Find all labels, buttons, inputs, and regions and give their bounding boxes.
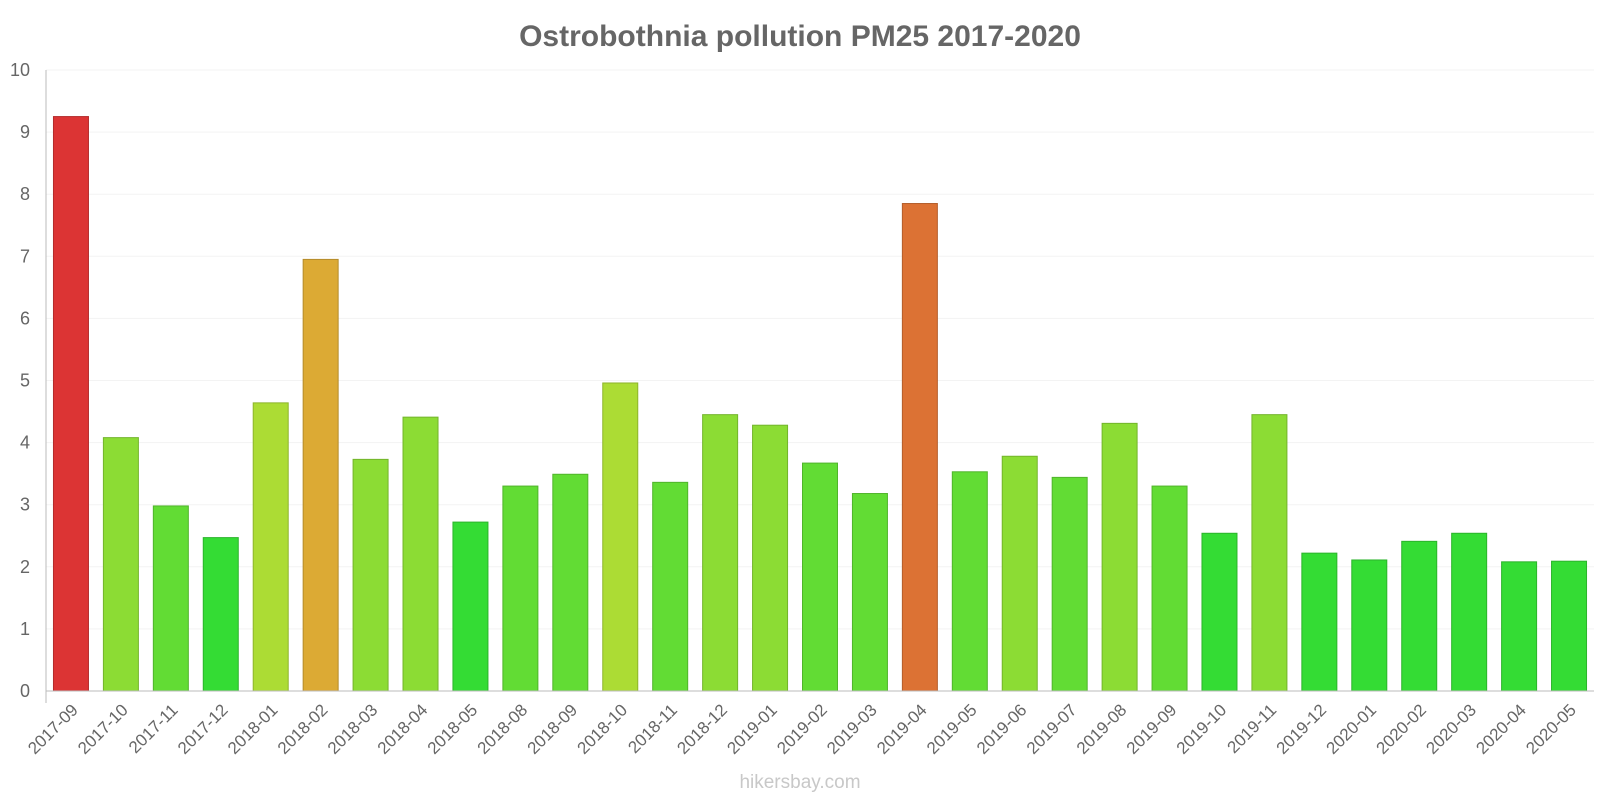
y-tick-label: 2 (20, 557, 30, 577)
bar-2019-02[interactable] (802, 462, 838, 692)
bar-2020-01[interactable] (1351, 559, 1388, 692)
bar-2017-09[interactable] (52, 116, 89, 692)
bar-2018-12[interactable] (702, 414, 739, 692)
bar-2018-09[interactable] (552, 473, 589, 692)
source-watermark: hikersbay.com (739, 772, 860, 793)
bar-2018-08[interactable] (502, 485, 539, 692)
x-tick-label: 2019-07 (1023, 700, 1081, 758)
x-tick-label: 2019-09 (1123, 700, 1181, 758)
x-axis-ticks: 2017-092017-102017-112017-122018-012018-… (24, 700, 1580, 758)
y-axis-ticks: 0 1 2 3 4 5 6 7 8 9 10 (10, 60, 30, 701)
y-tick-label: 9 (20, 122, 30, 142)
y-tick-label: 1 (20, 619, 30, 639)
x-tick-label: 2017-12 (174, 700, 232, 758)
y-tick-label: 0 (20, 681, 30, 701)
x-tick-label: 2019-05 (923, 700, 981, 758)
bar-2018-03[interactable] (352, 458, 389, 692)
bar-2018-05[interactable] (452, 521, 489, 692)
x-tick-label: 2020-02 (1373, 700, 1431, 758)
bar-2019-12[interactable] (1301, 552, 1338, 692)
x-tick-label: 2018-02 (274, 700, 332, 758)
bar-2019-01[interactable] (752, 424, 789, 692)
x-tick-label: 2019-10 (1173, 700, 1231, 758)
y-tick-label: 6 (20, 308, 30, 328)
bar-2019-06[interactable] (1001, 455, 1038, 692)
bar-2019-07[interactable] (1051, 476, 1088, 692)
x-tick-label: 2018-11 (624, 700, 681, 757)
bar-2018-02[interactable] (302, 258, 339, 692)
bar-2019-08[interactable] (1101, 422, 1138, 692)
bar-2019-09[interactable] (1151, 485, 1188, 692)
bar-2020-04[interactable] (1501, 561, 1538, 692)
y-tick-label: 3 (20, 495, 30, 515)
x-tick-label: 2020-04 (1472, 700, 1530, 758)
bars (52, 116, 1588, 692)
bar-2020-03[interactable] (1451, 532, 1488, 692)
bar-2020-05[interactable] (1551, 560, 1588, 692)
bar-2018-10[interactable] (602, 382, 639, 692)
bar-2017-12[interactable] (202, 537, 239, 692)
x-tick-label: 2018-09 (524, 700, 582, 758)
x-tick-label: 2017-11 (125, 700, 182, 757)
x-tick-label: 2019-11 (1224, 700, 1281, 757)
y-tick-label: 7 (20, 246, 30, 266)
bar-2019-03[interactable] (851, 493, 888, 692)
x-tick-label: 2018-03 (324, 700, 382, 758)
bar-2019-11[interactable] (1251, 414, 1288, 692)
x-tick-label: 2019-01 (723, 700, 781, 758)
x-tick-label: 2020-01 (1323, 700, 1381, 758)
x-tick-label: 2019-08 (1073, 700, 1131, 758)
bar-2018-04[interactable] (402, 416, 439, 692)
x-tick-label: 2019-04 (873, 700, 931, 758)
bar-2018-11[interactable] (652, 481, 689, 692)
x-tick-label: 2018-08 (474, 700, 532, 758)
x-tick-label: 2020-03 (1422, 700, 1480, 758)
bar-2020-02[interactable] (1401, 540, 1438, 692)
x-tick-label: 2018-10 (574, 700, 632, 758)
x-tick-label: 2019-03 (823, 700, 881, 758)
x-tick-label: 2019-02 (773, 700, 831, 758)
x-tick-label: 2018-01 (224, 700, 282, 758)
y-tick-label: 4 (20, 433, 30, 453)
x-tick-label: 2019-06 (973, 700, 1031, 758)
y-tick-label: 10 (10, 60, 30, 80)
chart-title: Ostrobothnia pollution PM25 2017-2020 (519, 20, 1081, 53)
x-tick-label: 2017-10 (74, 700, 132, 758)
bar-2019-04[interactable] (901, 203, 938, 692)
y-tick-label: 5 (20, 371, 30, 391)
bar-2017-11[interactable] (152, 505, 189, 692)
x-tick-label: 2017-09 (24, 700, 82, 758)
x-tick-label: 2018-04 (374, 700, 432, 758)
x-tick-label: 2020-05 (1522, 700, 1580, 758)
x-tick-label: 2018-12 (673, 700, 731, 758)
bar-2019-05[interactable] (951, 471, 988, 692)
bar-2017-10[interactable] (102, 437, 139, 692)
y-tick-label: 8 (20, 184, 30, 204)
x-tick-label: 2019-12 (1273, 700, 1331, 758)
bar-2018-01[interactable] (252, 402, 289, 692)
bar-2019-10[interactable] (1201, 532, 1238, 692)
x-tick-label: 2018-05 (424, 700, 482, 758)
